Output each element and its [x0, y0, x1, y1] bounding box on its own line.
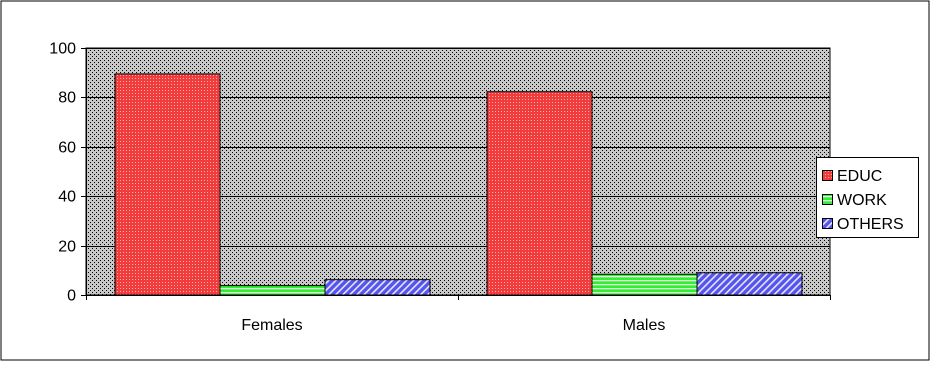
- y-tick-label: 60: [58, 140, 76, 157]
- bar-work-males: [591, 273, 698, 296]
- legend-swatch-work: [822, 194, 833, 205]
- y-tick-label: 100: [49, 41, 76, 58]
- bar-educ-females: [114, 73, 221, 296]
- bar-educ-males: [486, 91, 593, 296]
- legend-swatch-educ: [822, 170, 833, 181]
- y-tick-label: 40: [58, 189, 76, 206]
- x-tick-label: Males: [623, 317, 666, 334]
- legend-label-educ: EDUC: [837, 168, 882, 185]
- legend-label-work: WORK: [837, 192, 887, 209]
- y-tick-label: 20: [58, 239, 76, 256]
- axes: 0 20 40 60 80 100 Females Males: [49, 41, 831, 334]
- bar-others-males: [696, 272, 803, 296]
- legend: EDUC WORK OTHERS: [816, 157, 919, 238]
- bar-work-females: [219, 285, 326, 296]
- bar-others-females: [324, 279, 431, 296]
- legend-label-others: OTHERS: [837, 216, 904, 233]
- legend-box: [816, 157, 919, 238]
- legend-swatch-others: [822, 218, 833, 229]
- y-tick-label: 0: [67, 288, 76, 305]
- x-tick-label: Females: [241, 317, 302, 334]
- y-tick-label: 80: [58, 90, 76, 107]
- bars: [114, 73, 803, 296]
